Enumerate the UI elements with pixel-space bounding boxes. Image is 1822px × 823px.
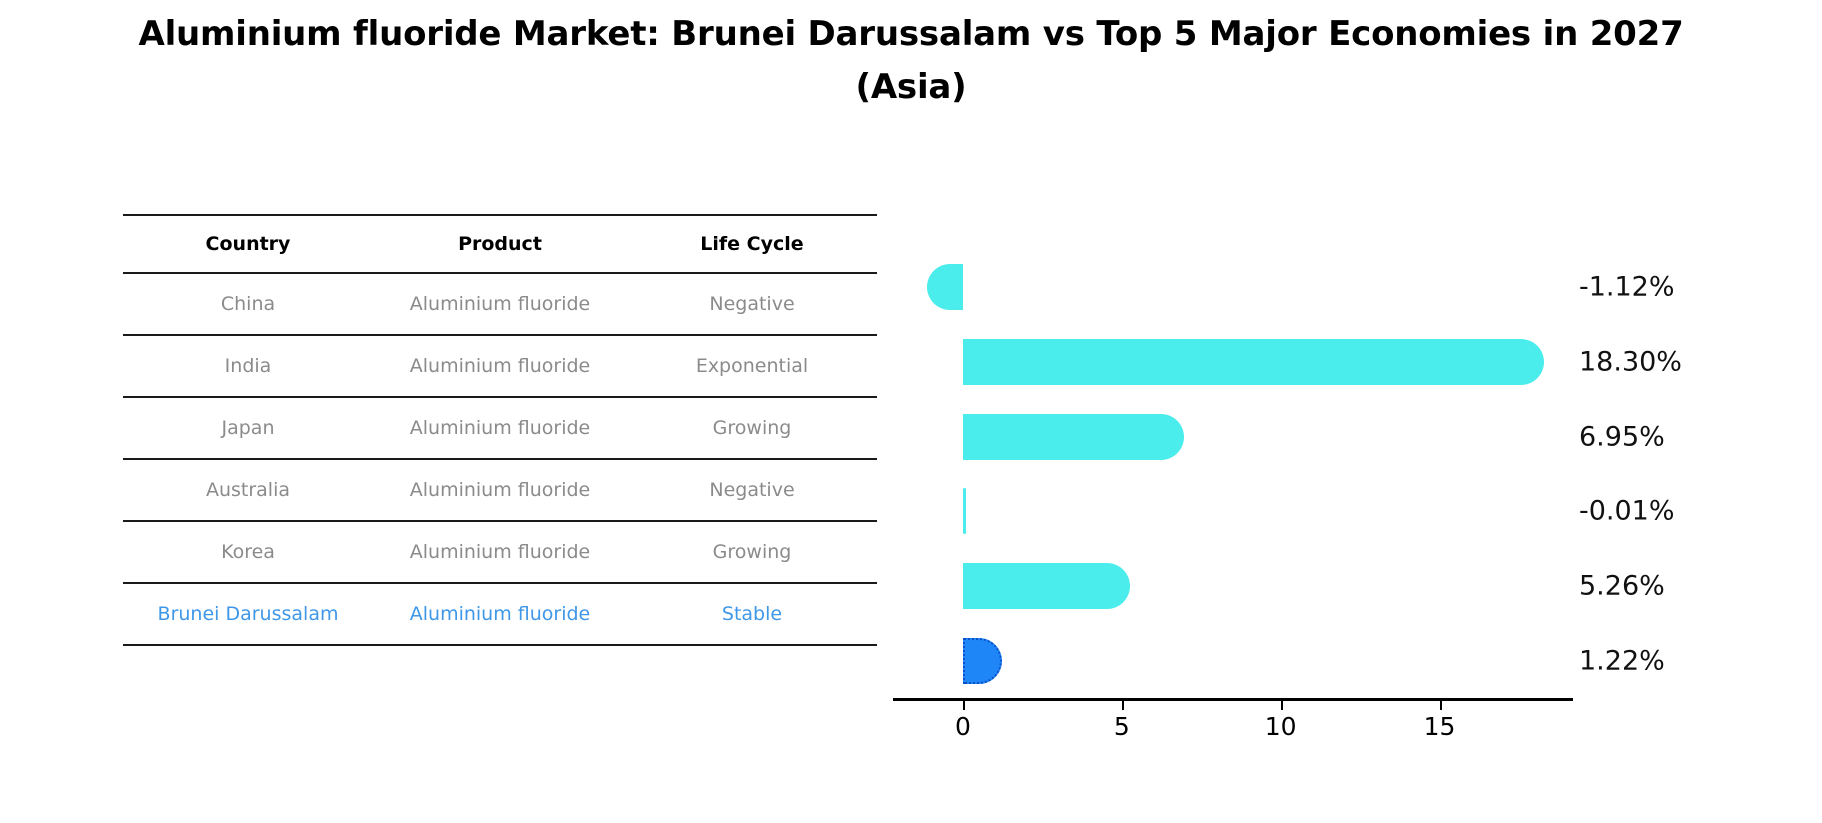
bar-value-label: 1.22% [1579, 645, 1665, 677]
bar-row [893, 399, 1573, 474]
x-axis-tick [1439, 701, 1442, 710]
bar-india[interactable] [962, 338, 1545, 385]
country-cell: Brunei Darussalam [123, 583, 373, 646]
country-cell: India [123, 335, 373, 398]
bar-value-label: 18.30% [1579, 346, 1682, 378]
x-axis-tick [1121, 701, 1124, 710]
x-axis-line [893, 698, 1573, 701]
table-head: Country Product Life Cycle [123, 214, 877, 274]
x-axis-tick [1280, 701, 1283, 710]
bar-japan[interactable] [962, 413, 1184, 460]
bar-chart: -1.12% 18.30% 6.95% -0.01% 5.26% 1.22% 0 5 10 15 [893, 250, 1682, 741]
bar-australia[interactable] [962, 488, 966, 535]
table-header-row: Country Product Life Cycle [123, 214, 877, 274]
country-cell: Japan [123, 397, 373, 460]
column-header-country: Country [123, 214, 373, 274]
table-row: India Aluminium fluoride Exponential [123, 335, 877, 398]
table-row: Australia Aluminium fluoride Negative [123, 459, 877, 522]
chart-title-line-2: (Asia) [855, 66, 967, 107]
life-cycle-cell: Negative [627, 273, 877, 336]
table-row: Korea Aluminium fluoride Growing [123, 521, 877, 584]
table-row: Japan Aluminium fluoride Growing [123, 397, 877, 460]
x-axis-tick-label: 0 [954, 712, 971, 741]
bar-value-label: 6.95% [1579, 421, 1665, 453]
life-cycle-cell: Stable [627, 583, 877, 646]
country-table-container: Country Product Life Cycle China Aluminiu… [123, 214, 877, 646]
product-cell: Aluminium fluoride [373, 459, 627, 522]
column-header-life-cycle: Life Cycle [627, 214, 877, 274]
bar-row [893, 623, 1573, 698]
column-header-product: Product [373, 214, 627, 274]
product-cell: Aluminium fluoride [373, 397, 627, 460]
x-axis-tick [962, 701, 965, 710]
bar-row [893, 250, 1573, 325]
chart-title: Aluminium fluoride Market: Brunei Daruss… [0, 8, 1822, 113]
bar-value-label: -0.01% [1579, 495, 1675, 527]
bar-row [893, 474, 1573, 549]
table-row: Brunei Darussalam Aluminium fluoride Stabl… [123, 583, 877, 646]
chart-title-line-1: Aluminium fluoride Market: Brunei Daruss… [138, 14, 1684, 54]
country-cell: China [123, 273, 373, 336]
bar-row [893, 325, 1573, 400]
x-axis-tick-label: 10 [1264, 712, 1297, 741]
product-cell: Aluminium fluoride [373, 583, 627, 646]
x-axis-tick-label: 5 [1113, 712, 1130, 741]
bar-china[interactable] [927, 264, 963, 311]
country-cell: Korea [123, 521, 373, 584]
product-cell: Aluminium fluoride [373, 335, 627, 398]
life-cycle-cell: Growing [627, 397, 877, 460]
bar-korea[interactable] [962, 562, 1131, 609]
life-cycle-cell: Growing [627, 521, 877, 584]
bar-value-label: 5.26% [1579, 570, 1665, 602]
table-body: China Aluminium fluoride Negative India Alum… [123, 273, 877, 646]
life-cycle-cell: Exponential [627, 335, 877, 398]
product-cell: Aluminium fluoride [373, 273, 627, 336]
country-table: Country Product Life Cycle China Aluminiu… [123, 214, 877, 646]
bar-value-label: -1.12% [1579, 271, 1675, 303]
table-row: China Aluminium fluoride Negative [123, 273, 877, 336]
plot-area [893, 250, 1573, 698]
product-cell: Aluminium fluoride [373, 521, 627, 584]
country-cell: Australia [123, 459, 373, 522]
life-cycle-cell: Negative [627, 459, 877, 522]
bar-row [893, 549, 1573, 624]
bar-brunei-darussalam[interactable] [962, 637, 1002, 684]
x-axis-tick-label: 15 [1423, 712, 1456, 741]
